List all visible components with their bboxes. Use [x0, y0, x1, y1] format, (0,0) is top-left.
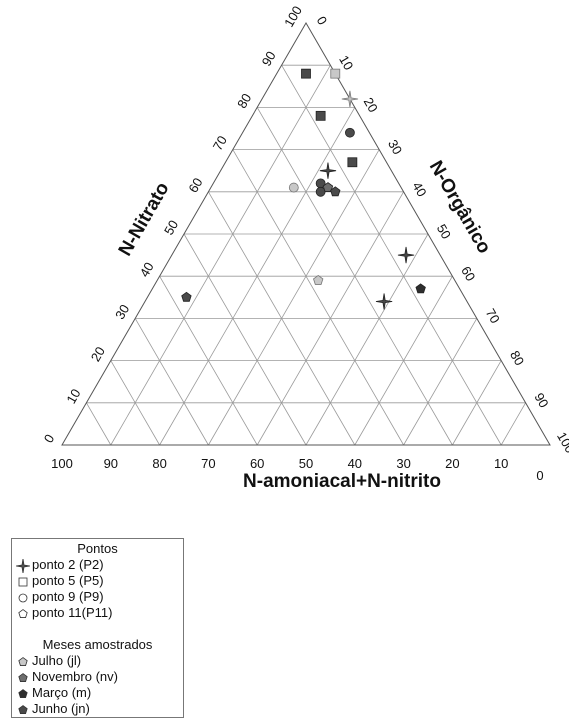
axis-title-bottom: N-amoniacal+N-nitrito: [243, 471, 441, 492]
legend-symbol-icon: [18, 705, 28, 714]
tick-label-right: 50: [434, 221, 454, 241]
tick-label-bottom: 60: [250, 456, 264, 471]
tick-label-bottom: 70: [201, 456, 215, 471]
tick-label-bottom: 10: [494, 456, 508, 471]
data-point: [288, 182, 299, 193]
grid-line-organico: [208, 149, 380, 446]
grid-line-organico: [305, 233, 429, 446]
tick-label-right: 40: [409, 179, 429, 199]
tick-label-bottom: 30: [396, 456, 410, 471]
triangle-frame: [61, 22, 551, 446]
data-point: [315, 110, 326, 121]
grid-line-amoniacal: [232, 149, 404, 446]
data-point: [330, 68, 341, 79]
data-point: [181, 291, 192, 302]
legend-marker: [18, 673, 28, 682]
legend-symbol-icon: [18, 593, 28, 603]
data-point: [375, 293, 393, 310]
legend: Pontos ponto 2 (P2) ponto 5 (P5) ponto 9 (…: [11, 538, 184, 718]
legend-label: ponto 2 (P2): [32, 557, 104, 572]
tick-label-right: 100: [554, 429, 569, 455]
grid-lines: [86, 64, 526, 446]
grid-line-amoniacal: [159, 275, 258, 446]
data-point: [301, 68, 311, 79]
legend-title-meses: Meses amostrados: [42, 637, 153, 652]
tick-label-bottom: 20: [445, 456, 459, 471]
data-points: [181, 68, 426, 310]
tick-label-left: 30: [112, 302, 132, 322]
grid-line-amoniacal: [86, 402, 112, 446]
data-point: [345, 127, 355, 138]
legend-symbol-icon: [16, 559, 30, 573]
legend-marker: [18, 689, 28, 698]
axis-title-right: N-Orgânico: [425, 157, 495, 257]
tick-label-left: 70: [210, 133, 230, 153]
tick-label-bottom: 50: [299, 456, 313, 471]
grid-line-amoniacal: [281, 64, 502, 446]
tick-label-left: 80: [234, 91, 254, 111]
tick-label-right: 80: [507, 348, 527, 368]
legend-marker: [18, 657, 28, 666]
tick-label-bottom: 80: [152, 456, 166, 471]
legend-symbol-icon: [18, 609, 28, 618]
tick-label-right: 0: [314, 14, 331, 28]
legend-marker: [16, 559, 30, 573]
grid-line-organico: [403, 318, 478, 446]
tick-label-bottom: 90: [104, 456, 118, 471]
legend-title-pontos: Pontos: [77, 541, 118, 556]
legend-marker: [18, 609, 28, 618]
tick-label-left: 20: [88, 344, 108, 364]
grid-line-organico: [452, 360, 502, 446]
tick-label-left: 0: [41, 432, 58, 446]
legend-symbol-icon: [18, 673, 28, 682]
data-point: [415, 283, 426, 294]
tick-label-right: 20: [361, 95, 381, 115]
legend-label: ponto 5 (P5): [32, 573, 104, 588]
tick-label-bottom: 0: [536, 468, 543, 483]
data-point: [397, 246, 415, 264]
tick-label-left: 90: [259, 49, 279, 69]
grid-line-organico: [500, 402, 526, 446]
data-point: [313, 274, 324, 285]
legend-label: Julho (jl): [32, 653, 82, 668]
legend-symbol-icon: [18, 577, 28, 587]
tick-label-right: 90: [531, 390, 551, 410]
legend-marker: [18, 577, 28, 587]
tick-label-left: 50: [161, 217, 181, 237]
tick-label-left: 10: [63, 386, 83, 406]
legend-symbol-icon: [18, 657, 28, 666]
grid-line-amoniacal: [134, 318, 209, 446]
tick-label-left: 60: [185, 175, 205, 195]
legend-label: ponto 9 (P9): [32, 589, 104, 604]
tick-label-left: 40: [137, 260, 157, 280]
axis-title-left: N-Nitrato: [115, 179, 174, 260]
legend-label: Novembro (nv): [32, 669, 118, 684]
grid-line-amoniacal: [183, 233, 307, 446]
triangle-outline: [61, 22, 551, 446]
tick-label-right: 30: [385, 137, 405, 157]
legend-label: Junho (jn): [32, 701, 90, 716]
legend-marker: [18, 705, 28, 714]
tick-label-right: 70: [483, 306, 503, 326]
data-point: [330, 186, 341, 197]
tick-label-right: 10: [336, 53, 356, 73]
grid-line-organico: [110, 64, 331, 446]
tick-label-bottom: 40: [348, 456, 362, 471]
data-point: [347, 157, 358, 168]
data-point: [322, 182, 334, 192]
legend-marker: [18, 593, 28, 603]
legend-label: ponto 11(P11): [32, 605, 113, 620]
tick-label-bottom: 100: [51, 456, 73, 471]
legend-symbol-icon: [18, 689, 28, 698]
grid-line-amoniacal: [110, 360, 160, 446]
data-point: [341, 90, 359, 108]
tick-label-left: 100: [281, 3, 305, 29]
tick-label-right: 60: [458, 264, 478, 284]
legend-label: Março (m): [32, 685, 92, 700]
grid-line-organico: [354, 275, 453, 446]
data-point: [319, 162, 337, 179]
